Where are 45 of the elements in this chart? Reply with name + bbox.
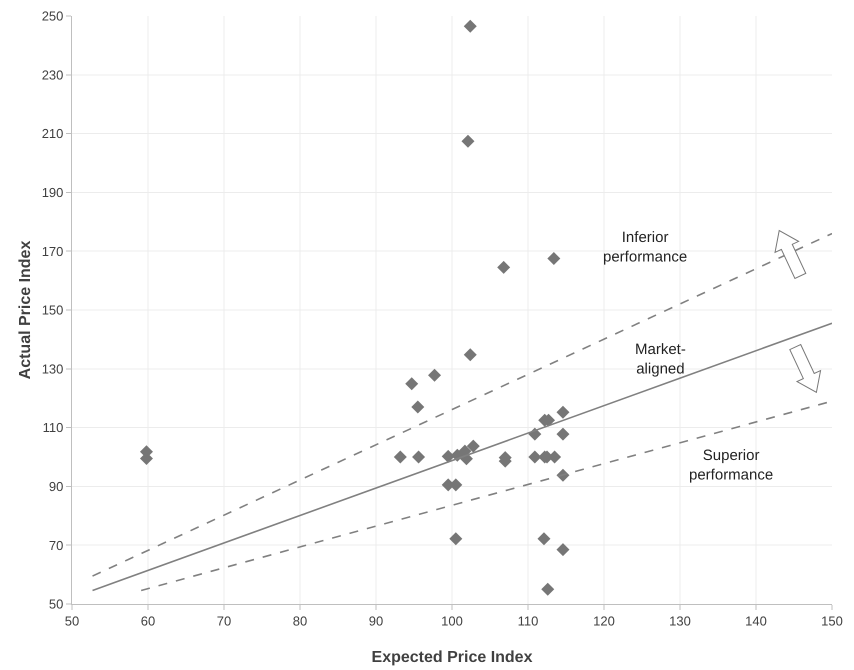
point [411,400,424,414]
annotation: Inferior performance [603,229,688,266]
point [541,582,554,596]
point [556,543,570,556]
point [556,406,570,419]
point [537,532,550,546]
point [449,532,462,546]
y-tick-label: 150 [42,302,64,318]
x-tick-label: 80 [292,614,308,629]
point [394,450,407,464]
y-tick-label: 170 [42,244,64,259]
y-tick-label: 70 [48,538,64,553]
y-tick-label: 250 [42,8,64,24]
point [528,450,542,464]
annotation: Superior performance [689,447,774,484]
point [412,450,426,464]
x-tick-label: 90 [368,614,384,629]
y-tick-label: 190 [42,184,64,200]
x-tick-label: 100 [441,614,463,629]
point [464,348,477,362]
point [466,440,480,453]
point [464,20,477,33]
point [556,428,570,441]
y-tick-label: 110 [42,420,64,436]
y-tick-label: 210 [42,126,64,142]
x-tick-label: 140 [745,614,767,629]
x-tick-label: 150 [821,614,843,629]
x-tick-label: 70 [216,614,232,629]
point [497,260,510,274]
y-tick-label: 230 [42,67,64,82]
point [547,252,560,266]
x-axis-title: Expected Price Index [372,649,533,666]
point [461,134,474,148]
point [405,377,418,390]
y-tick-label: 90 [48,478,64,494]
x-tick-label: 120 [593,614,615,629]
x-tick-label: 60 [140,614,156,629]
y-tick-label: 130 [42,361,64,376]
point [428,368,442,382]
x-tick-label: 50 [64,614,80,629]
y-axis-title: Actual Price Index [17,240,34,380]
y-tick-label: 50 [48,596,64,612]
annotation: Market- aligned [635,341,686,378]
x-tick-label: 130 [669,614,691,629]
x-tick-label: 110 [518,614,538,629]
